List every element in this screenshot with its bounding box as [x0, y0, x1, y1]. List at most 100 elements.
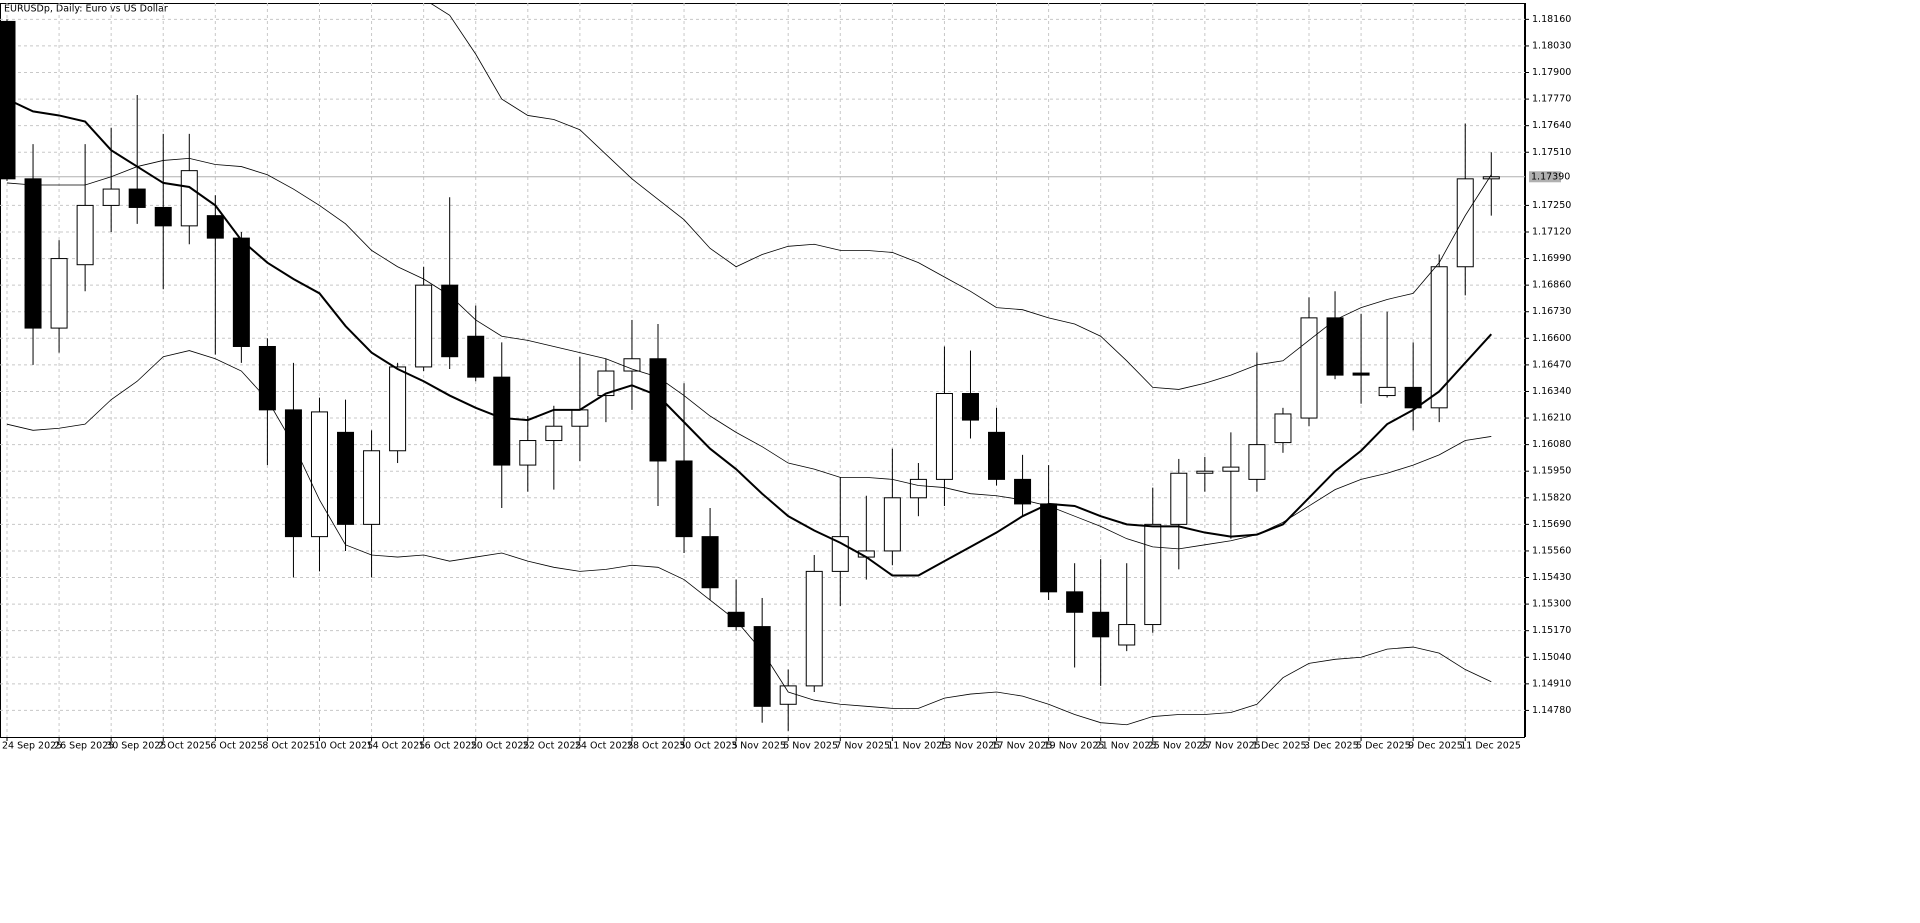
y-tick-label: 1.16080: [1532, 439, 1571, 450]
plot-frame: [0, 3, 1525, 738]
x-tick-label: 13 Nov 2025: [939, 741, 1000, 752]
x-tick-label: 5 Nov 2025: [783, 741, 838, 752]
candle-body: [363, 450, 381, 525]
candle-body: [310, 411, 328, 538]
candle-body: [50, 258, 68, 329]
x-tick-label: 20 Oct 2025: [471, 741, 530, 752]
x-tick-label: 7 Nov 2025: [835, 741, 890, 752]
x-tick-label: 24 Oct 2025: [575, 741, 634, 752]
candle-body: [1118, 624, 1136, 646]
indicator-line: [424, 0, 1492, 390]
x-tick-label: 21 Nov 2025: [1096, 741, 1157, 752]
candle-body: [1248, 444, 1266, 480]
candle-body: [571, 409, 589, 427]
x-tick-label: 8 Oct 2025: [262, 741, 315, 752]
x-tick-label: 30 Sep 2025: [106, 741, 166, 752]
x-tick-label: 3 Dec 2025: [1304, 741, 1359, 752]
x-tick-label: 9 Dec 2025: [1408, 741, 1463, 752]
x-tick-label: 5 Dec 2025: [1356, 741, 1411, 752]
y-tick-label: 1.16340: [1532, 386, 1571, 397]
x-tick-label: 10 Oct 2025: [314, 741, 373, 752]
candle-body: [180, 170, 198, 227]
x-tick-label: 28 Oct 2025: [627, 741, 686, 752]
x-tick-label: 16 Oct 2025: [419, 741, 478, 752]
y-tick-label: 1.14780: [1532, 705, 1571, 716]
candle-body: [779, 685, 797, 705]
candle-body: [1482, 176, 1500, 180]
candle-body: [675, 460, 693, 538]
candle-body: [545, 425, 563, 442]
x-tick-label: 22 Oct 2025: [523, 741, 582, 752]
candle-body: [493, 376, 511, 466]
plot-top-mask: [0, 0, 1525, 3]
candle-body: [76, 204, 94, 266]
candle-body: [467, 335, 485, 378]
candle-body: [935, 393, 953, 480]
candle-body: [1456, 178, 1474, 268]
candle-body: [1092, 611, 1110, 638]
y-tick-label: 1.16730: [1532, 306, 1571, 317]
x-tick-label: 14 Oct 2025: [367, 741, 426, 752]
candle-body: [1430, 266, 1448, 409]
y-tick-label: 1.15820: [1532, 492, 1571, 503]
candle-body: [154, 206, 172, 227]
indicator-line: [6, 157, 1492, 550]
y-tick-label: 1.17250: [1532, 200, 1571, 211]
current-price-box: [1529, 171, 1561, 183]
candle-body: [1378, 386, 1396, 397]
x-tick-label: 6 Oct 2025: [210, 741, 263, 752]
y-tick-label: 1.16990: [1532, 253, 1571, 264]
y-tick-label: 1.15430: [1532, 572, 1571, 583]
x-tick-label: 27 Nov 2025: [1200, 741, 1261, 752]
candle-body: [441, 284, 459, 358]
candle-body: [1144, 523, 1162, 626]
candle-body: [1326, 317, 1344, 376]
x-tick-label: 17 Nov 2025: [992, 741, 1053, 752]
candle-body: [961, 393, 979, 421]
candle-body: [701, 536, 719, 589]
candle-body: [623, 358, 641, 372]
y-tick-label: 1.18030: [1532, 40, 1571, 51]
y-tick-label: 1.17640: [1532, 120, 1571, 131]
y-tick-label: 1.15040: [1532, 652, 1571, 663]
candle-body: [649, 358, 667, 462]
candle-body: [727, 611, 745, 628]
y-tick-label: 1.15300: [1532, 599, 1571, 610]
candle-body: [1222, 466, 1240, 472]
y-tick-label: 1.14910: [1532, 678, 1571, 689]
candle-body: [1170, 472, 1188, 525]
x-tick-label: 2 Oct 2025: [158, 741, 211, 752]
candle-body: [284, 409, 302, 538]
y-tick-label: 1.17900: [1532, 67, 1571, 78]
x-tick-label: 26 Sep 2025: [54, 741, 114, 752]
candle-body: [24, 178, 42, 329]
candle-body: [102, 188, 120, 206]
chart-title: EURUSDp, Daily: Euro vs US Dollar: [4, 4, 168, 15]
x-tick-label: 24 Sep 2025: [2, 741, 62, 752]
y-tick-label: 1.15950: [1532, 466, 1571, 477]
y-tick-label: 1.16210: [1532, 413, 1571, 424]
y-tick-label: 1.15690: [1532, 519, 1571, 530]
x-tick-label: 30 Oct 2025: [679, 741, 738, 752]
candle-body: [389, 366, 407, 452]
x-tick-label: 19 Nov 2025: [1044, 741, 1105, 752]
x-tick-label: 1 Dec 2025: [1252, 741, 1307, 752]
candle-body: [1040, 503, 1058, 593]
candle-body: [883, 497, 901, 552]
candle-body: [909, 478, 927, 499]
candle-body: [1352, 372, 1370, 376]
candle-body: [128, 188, 146, 208]
candle-body: [519, 440, 537, 466]
candle-body: [597, 370, 615, 397]
candle-body: [1404, 386, 1422, 409]
candle-body: [988, 431, 1006, 480]
indicator-line: [6, 98, 1493, 577]
candle-body: [206, 215, 224, 239]
candle-body: [232, 237, 250, 347]
y-tick-label: 1.15560: [1532, 545, 1571, 556]
candle-body: [1274, 413, 1292, 444]
y-tick-label: 1.15170: [1532, 625, 1571, 636]
y-tick-label: 1.17770: [1532, 94, 1571, 105]
